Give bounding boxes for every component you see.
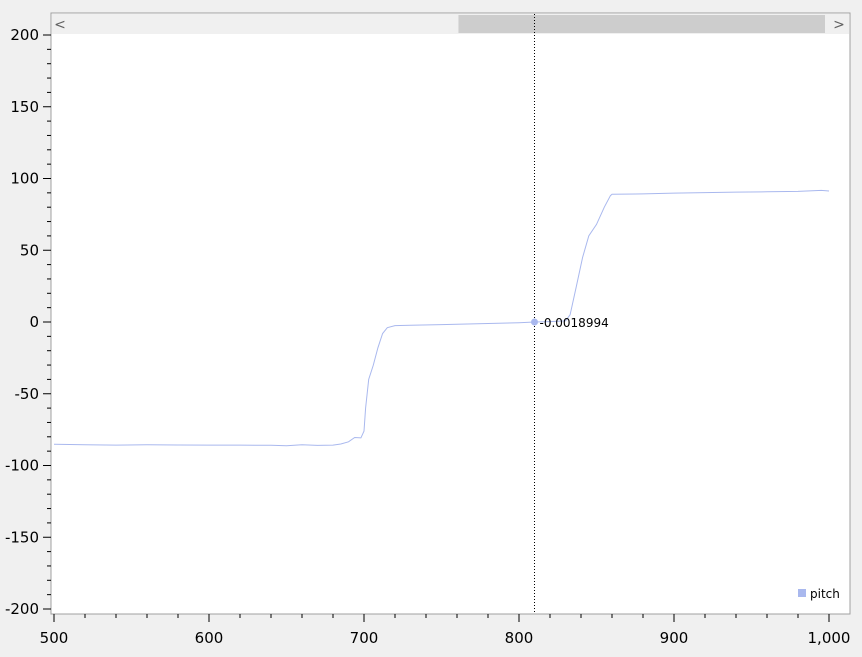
legend: pitch — [798, 587, 840, 601]
y-tick-label: 0 — [29, 313, 39, 331]
x-axis: 500 600 700 800 900 1,000 — [40, 614, 851, 647]
y-tick-label: -100 — [5, 457, 39, 475]
y-axis: 200 150 100 50 0 -50 -100 -150 -200 — [5, 26, 51, 618]
y-tick-label: -200 — [5, 600, 39, 618]
plot-area[interactable] — [50, 12, 851, 615]
scrollbar-thumb[interactable] — [458, 15, 826, 33]
y-tick-label: 200 — [10, 26, 39, 44]
x-tick-label: 500 — [40, 629, 69, 647]
y-tick-label: 150 — [10, 98, 39, 116]
cursor-marker — [531, 318, 538, 326]
x-tick-label: 1,000 — [808, 629, 851, 647]
y-tick-label: 50 — [20, 241, 39, 259]
y-tick-label: 100 — [10, 170, 39, 188]
legend-label-pitch: pitch — [810, 587, 840, 601]
cursor-value-label: -0.0018994 — [540, 316, 609, 330]
legend-swatch-pitch — [798, 589, 806, 597]
x-tick-label: 800 — [505, 629, 534, 647]
x-tick-label: 700 — [350, 629, 379, 647]
y-tick-label: -150 — [5, 528, 39, 546]
scroll-right-arrow[interactable]: > — [833, 17, 845, 33]
x-tick-label: 900 — [660, 629, 689, 647]
series-line-pitch — [53, 189, 830, 447]
x-tick-label: 600 — [195, 629, 224, 647]
scroll-left-arrow[interactable]: < — [54, 17, 66, 33]
y-tick-label: -50 — [15, 385, 40, 403]
horizontal-scrollbar[interactable]: < > — [52, 14, 849, 34]
